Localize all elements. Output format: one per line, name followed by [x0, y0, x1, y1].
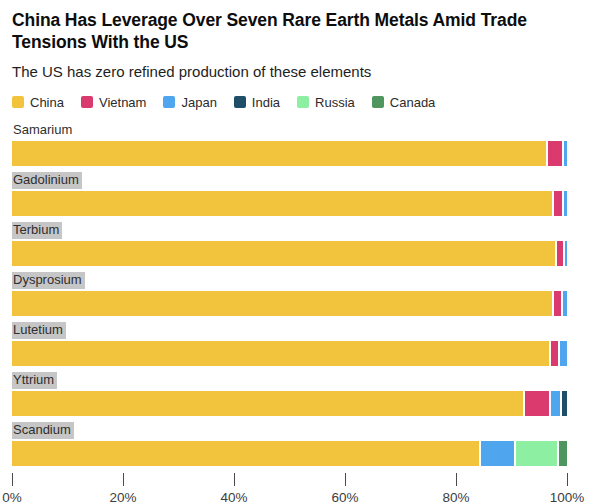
bar-segment-japan: [565, 241, 567, 266]
x-axis-tick-label: 60%: [331, 490, 358, 503]
bar-segment-china: [12, 441, 479, 466]
bar-samarium: [12, 141, 567, 166]
legend-label: Russia: [315, 95, 355, 110]
category-label-gadolinium: Gadolinium: [12, 172, 82, 189]
bar-segment-vietnam: [554, 291, 561, 316]
bar-row-scandium: Scandium: [12, 420, 567, 466]
legend-swatch-icon: [12, 96, 24, 108]
bar-row-yttrium: Yttrium: [12, 370, 567, 416]
bar-dysprosium: [12, 291, 567, 316]
bar-row-gadolinium: Gadolinium: [12, 170, 567, 216]
bar-yttrium: [12, 391, 567, 416]
legend-label: China: [30, 95, 64, 110]
category-label-lutetium: Lutetium: [12, 322, 66, 339]
bar-row-lutetium: Lutetium: [12, 320, 567, 366]
bar-segment-china: [12, 291, 552, 316]
legend-swatch-icon: [372, 96, 384, 108]
bar-terbium: [12, 241, 567, 266]
bar-segment-china: [12, 141, 546, 166]
bar-segment-vietnam: [554, 191, 562, 216]
legend-item-india: India: [234, 95, 280, 110]
legend-item-japan: Japan: [163, 95, 216, 110]
legend-item-vietnam: Vietnam: [81, 95, 146, 110]
bar-segment-china: [12, 341, 549, 366]
legend-item-russia: Russia: [297, 95, 355, 110]
legend-label: Japan: [181, 95, 216, 110]
x-axis-tick-label: 80%: [442, 490, 469, 503]
x-axis-tick: [345, 473, 346, 486]
chart-legend: China Vietnam Japan India Russia Canada: [12, 95, 588, 110]
bar-segment-china: [12, 191, 552, 216]
legend-label: Canada: [390, 95, 436, 110]
bar-segment-canada: [559, 441, 567, 466]
legend-swatch-icon: [234, 96, 246, 108]
bar-segment-japan: [563, 291, 567, 316]
bar-segment-japan: [481, 441, 514, 466]
bar-segment-vietnam: [551, 341, 558, 366]
x-axis-tick-label: 100%: [550, 490, 585, 503]
x-axis-tick: [456, 473, 457, 486]
category-label-samarium: Samarium: [12, 122, 75, 139]
bar-lutetium: [12, 341, 567, 366]
x-axis-tick-label: 0%: [2, 490, 22, 503]
bar-row-terbium: Terbium: [12, 220, 567, 266]
chart-card: China Has Leverage Over Seven Rare Earth…: [0, 0, 600, 503]
x-axis-tick: [123, 473, 124, 486]
bar-row-dysprosium: Dysprosium: [12, 270, 567, 316]
legend-swatch-icon: [297, 96, 309, 108]
category-label-dysprosium: Dysprosium: [12, 272, 85, 289]
category-label-yttrium: Yttrium: [12, 372, 57, 389]
bar-segment-russia: [516, 441, 557, 466]
bar-gadolinium: [12, 191, 567, 216]
legend-item-china: China: [12, 95, 64, 110]
x-axis-tick: [234, 473, 235, 486]
bar-scandium: [12, 441, 567, 466]
legend-label: India: [252, 95, 280, 110]
bar-segment-china: [12, 241, 555, 266]
bar-segment-vietnam: [557, 241, 564, 266]
bar-row-samarium: Samarium: [12, 120, 567, 166]
legend-swatch-icon: [81, 96, 93, 108]
category-label-scandium: Scandium: [12, 422, 74, 439]
legend-label: Vietnam: [99, 95, 146, 110]
bar-segment-india: [562, 391, 567, 416]
bar-segment-china: [12, 391, 523, 416]
x-axis: 0%20%40%60%80%100%: [12, 473, 567, 503]
bar-segment-japan: [564, 191, 567, 216]
stacked-bar-chart: Samarium Gadolinium Terbium Dysprosium Lutet…: [12, 120, 567, 466]
bar-segment-japan: [560, 341, 567, 366]
x-axis-tick: [12, 473, 13, 486]
chart-title: China Has Leverage Over Seven Rare Earth…: [12, 9, 588, 54]
x-axis-tick-label: 40%: [220, 490, 247, 503]
legend-swatch-icon: [163, 96, 175, 108]
bar-segment-japan: [551, 391, 559, 416]
bar-segment-japan: [564, 141, 567, 166]
bar-segment-vietnam: [548, 141, 562, 166]
legend-item-canada: Canada: [372, 95, 436, 110]
x-axis-tick: [567, 473, 568, 486]
category-label-terbium: Terbium: [12, 222, 62, 239]
x-axis-tick-label: 20%: [109, 490, 136, 503]
bar-segment-vietnam: [525, 391, 550, 416]
chart-subtitle: The US has zero refined production of th…: [12, 63, 588, 80]
